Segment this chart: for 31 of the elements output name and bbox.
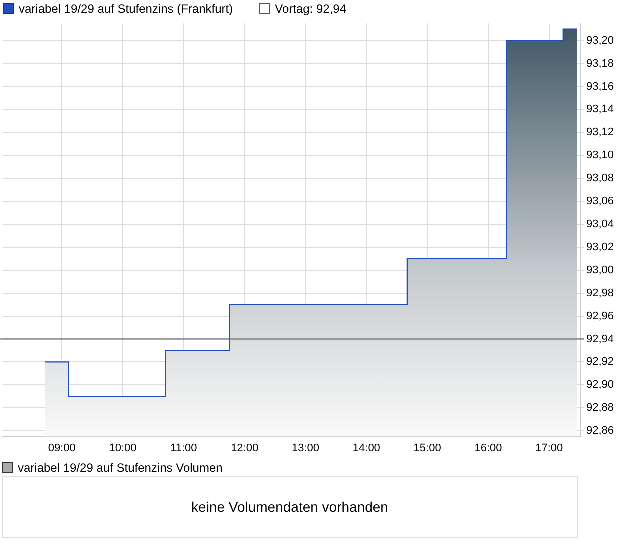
y-tick-label: 92,90 <box>586 379 614 392</box>
y-tick-label: 93,18 <box>586 58 614 70</box>
y-tick-label: 92,94 <box>586 333 614 346</box>
y-tick-label: 93,06 <box>586 196 614 208</box>
y-tick-label: 93,08 <box>586 172 614 185</box>
x-tick-label: 09:00 <box>48 442 76 454</box>
x-tick-label: 12:00 <box>231 442 259 454</box>
y-tick-label: 92,96 <box>586 310 614 322</box>
x-tick-label: 11:00 <box>170 442 198 454</box>
y-tick-label: 93,10 <box>586 150 614 162</box>
y-tick-label: 92,88 <box>586 402 614 414</box>
x-tick-label: 15:00 <box>414 442 442 454</box>
legend-label: Vortag: 92,94 <box>274 2 346 16</box>
y-tick-label: 93,14 <box>586 104 614 116</box>
y-tick-label: 93,16 <box>586 80 614 93</box>
text: keine Volumendaten vorhanden <box>2 476 578 538</box>
legend-label: variabel 19/29 auf Stufenzins (Frankfurt) <box>18 2 234 16</box>
y-tick-label: 92,86 <box>586 425 614 438</box>
text: variabel 19/29 auf Stufenzins Volumen <box>17 460 224 476</box>
y-tick-label: 93,00 <box>586 264 614 276</box>
x-tick-label: 16:00 <box>474 442 502 454</box>
y-tick-label: 93,02 <box>586 241 614 254</box>
y-tick-label: 92,92 <box>586 356 614 368</box>
y-tick-label: 93,20 <box>586 34 614 47</box>
x-tick-label: 17:00 <box>536 442 564 454</box>
x-tick-label: 10:00 <box>109 442 137 454</box>
x-tick-label: 14:00 <box>352 442 380 454</box>
y-tick-label: 93,04 <box>586 218 614 230</box>
x-tick-label: 13:00 <box>292 442 320 454</box>
y-tick-label: 93,12 <box>586 126 614 139</box>
y-tick-label: 92,98 <box>586 287 614 300</box>
